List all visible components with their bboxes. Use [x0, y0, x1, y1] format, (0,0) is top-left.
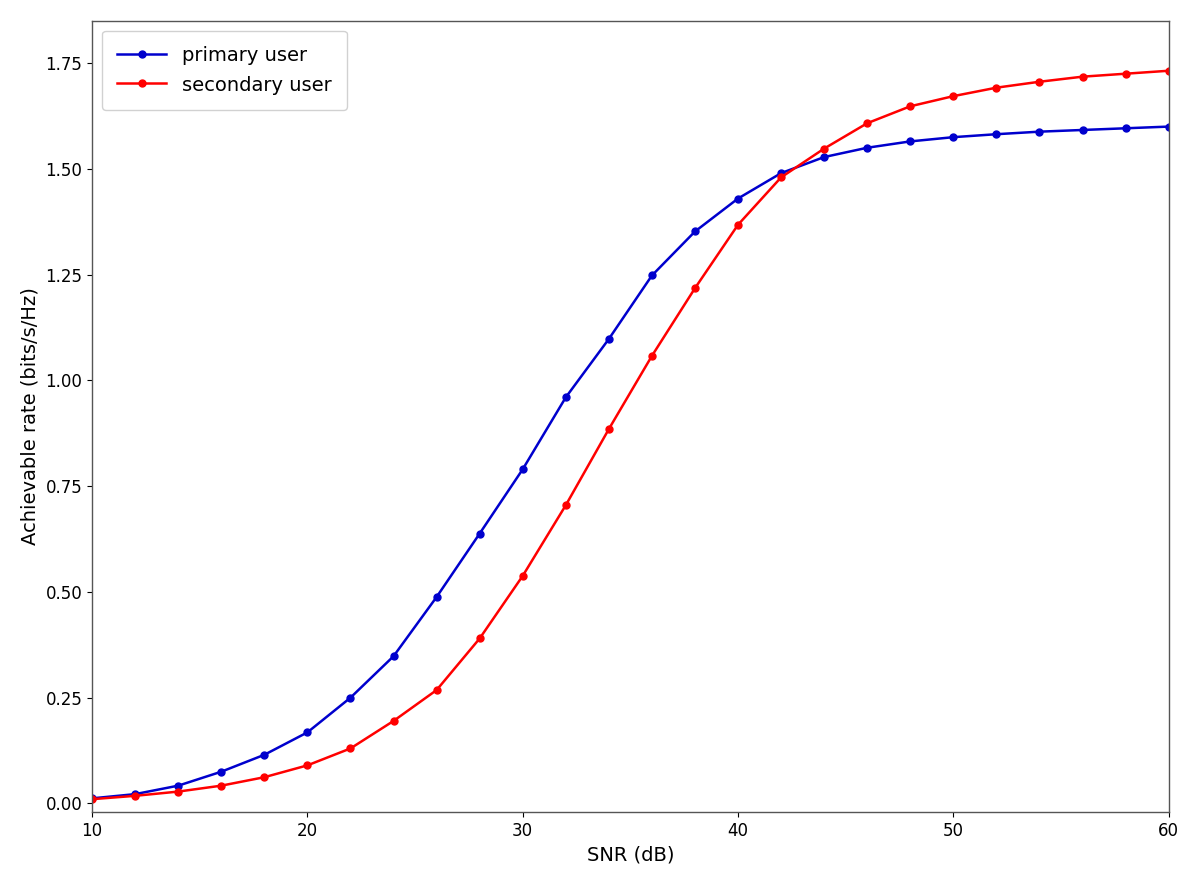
secondary user [558, 500, 572, 511]
primary user [257, 750, 271, 760]
secondary user [644, 350, 659, 361]
primary user [386, 650, 401, 661]
primary user [1162, 121, 1176, 132]
primary user [1075, 125, 1090, 135]
primary user [904, 136, 918, 147]
secondary user [300, 760, 314, 771]
primary user [128, 789, 143, 799]
primary user [214, 766, 228, 777]
secondary user [774, 172, 788, 182]
secondary user [1032, 76, 1046, 87]
primary user [601, 334, 616, 344]
secondary user [128, 790, 143, 801]
primary user [172, 781, 186, 791]
Legend: primary user, secondary user: primary user, secondary user [102, 31, 347, 110]
secondary user [989, 82, 1003, 93]
secondary user [1162, 65, 1176, 76]
secondary user [731, 219, 745, 230]
primary user [817, 151, 832, 162]
primary user [1118, 123, 1133, 134]
secondary user [257, 772, 271, 782]
secondary user [817, 143, 832, 154]
secondary user [343, 743, 358, 754]
secondary user [860, 118, 875, 128]
primary user [860, 142, 875, 153]
secondary user [1075, 72, 1090, 82]
primary user [688, 227, 702, 237]
secondary user [946, 91, 960, 102]
primary user [989, 129, 1003, 140]
secondary user [516, 571, 530, 581]
secondary user [1118, 68, 1133, 79]
secondary user [85, 794, 100, 804]
Line: secondary user: secondary user [89, 67, 1172, 803]
secondary user [430, 685, 444, 696]
secondary user [688, 283, 702, 294]
primary user [731, 193, 745, 204]
primary user [343, 692, 358, 703]
Line: primary user: primary user [89, 123, 1172, 802]
secondary user [473, 633, 487, 643]
primary user [473, 528, 487, 539]
primary user [516, 464, 530, 474]
primary user [430, 592, 444, 603]
primary user [558, 392, 572, 403]
primary user [1032, 127, 1046, 137]
secondary user [172, 786, 186, 796]
primary user [85, 793, 100, 804]
primary user [774, 168, 788, 179]
Y-axis label: Achievable rate (bits/s/Hz): Achievable rate (bits/s/Hz) [20, 288, 40, 545]
secondary user [904, 101, 918, 112]
primary user [946, 132, 960, 142]
X-axis label: SNR (dB): SNR (dB) [587, 845, 674, 864]
primary user [300, 727, 314, 738]
secondary user [386, 716, 401, 727]
primary user [644, 270, 659, 281]
secondary user [214, 781, 228, 791]
secondary user [601, 424, 616, 435]
